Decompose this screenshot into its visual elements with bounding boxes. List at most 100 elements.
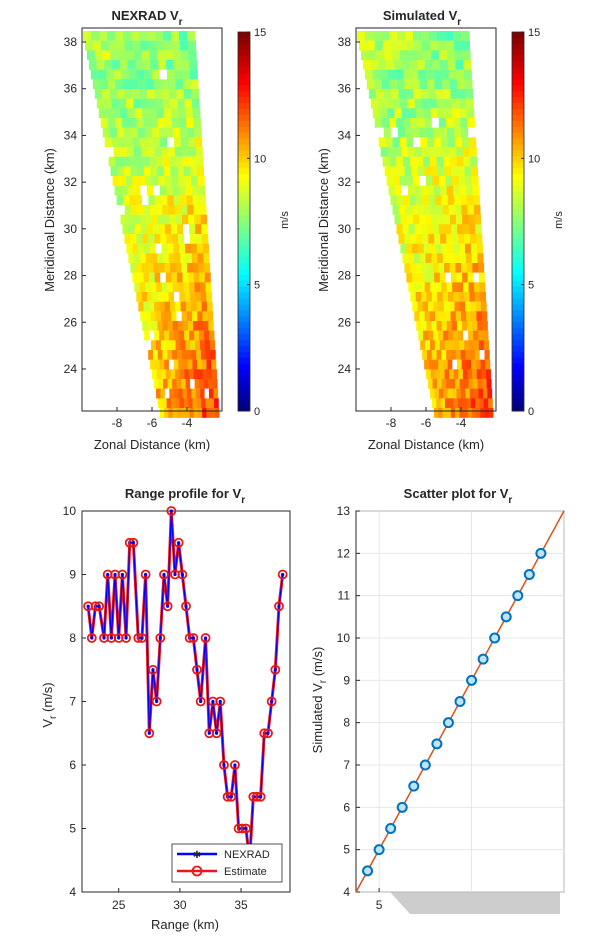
heatmap-cell <box>484 350 490 360</box>
colorbar-segment <box>238 79 250 86</box>
heatmap-cell <box>116 127 125 138</box>
heatmap-cell <box>423 205 431 215</box>
heatmap-cell <box>400 98 408 109</box>
colorbar-segment <box>238 49 250 57</box>
heatmap-cell <box>187 127 195 138</box>
heatmap-cell <box>201 234 209 244</box>
heatmap-cell <box>174 69 183 80</box>
y-tick-label: 8 <box>69 631 76 645</box>
heatmap-cell <box>464 166 472 177</box>
heatmap-cell <box>480 359 486 370</box>
heatmap-cell <box>142 321 148 331</box>
heatmap-cell <box>165 272 172 283</box>
heatmap-cell <box>204 330 210 341</box>
heatmap-cell <box>154 301 160 312</box>
heatmap-cell <box>145 253 152 264</box>
heatmap-cell <box>191 89 200 99</box>
heatmap-cell <box>442 359 449 370</box>
heatmap-cell <box>420 340 426 351</box>
heatmap-cell <box>416 234 423 244</box>
heatmap-cell <box>142 156 150 167</box>
heatmap-cell <box>195 340 201 351</box>
colorbar-segment <box>238 328 250 335</box>
heatmap-cell <box>161 243 168 254</box>
heatmap-cell <box>188 398 193 409</box>
y-tick-label: 30 <box>338 222 352 236</box>
estimate-point <box>181 601 191 612</box>
heatmap-cell <box>450 379 456 389</box>
y-tick-label: 24 <box>338 362 352 376</box>
heatmap-cell <box>434 272 441 283</box>
heatmap-cell <box>143 166 151 177</box>
heatmap-cell <box>107 118 116 128</box>
heatmap-cell <box>104 137 113 148</box>
heatmap-cell <box>415 50 424 61</box>
heatmap-cell <box>402 156 411 167</box>
heatmap-cell <box>425 127 434 138</box>
heatmap-cell <box>164 330 170 341</box>
heatmap-cell <box>434 408 439 418</box>
colorbar-segment <box>512 393 524 400</box>
heatmap-cell <box>444 369 450 380</box>
heatmap-cell <box>452 282 459 293</box>
heatmap-cell <box>434 137 442 148</box>
heatmap-cell <box>486 379 492 389</box>
heatmap-cell <box>182 214 189 225</box>
estimate-point <box>211 728 222 739</box>
heatmap-cell <box>132 137 140 148</box>
heatmap-cell <box>169 388 175 399</box>
heatmap-cell <box>160 137 168 148</box>
estimate-point <box>195 696 206 707</box>
colorbar-tick-label: 10 <box>254 153 266 165</box>
heatmap-cell <box>183 224 190 235</box>
heatmap-cell <box>133 185 141 196</box>
heatmap-cell <box>408 282 415 293</box>
heatmap-cell <box>186 350 192 360</box>
colorbar-segment <box>238 357 250 365</box>
heatmap-cell <box>164 40 173 51</box>
heatmap-cell <box>455 311 462 322</box>
heatmap-cell <box>432 176 440 186</box>
colorbar-segment <box>238 85 250 92</box>
heatmap-cell <box>458 369 464 380</box>
colorbar-segment <box>238 156 250 163</box>
heatmap-cell <box>431 214 439 225</box>
heatmap-cell <box>196 398 202 409</box>
heatmap-cell <box>429 31 438 41</box>
heatmap-cell <box>159 330 165 341</box>
heatmap-cell <box>438 388 444 399</box>
heatmap-cell <box>468 330 474 341</box>
heatmap-cell <box>487 388 493 399</box>
heatmap-cell <box>157 350 163 360</box>
heatmap-cell <box>459 108 468 119</box>
nexrad-point <box>259 795 263 799</box>
heatmap-cell <box>149 205 157 215</box>
heatmap-cell <box>467 205 475 215</box>
heatmap-cell <box>441 379 447 389</box>
heatmap-cell <box>380 69 389 80</box>
heatmap-cell <box>119 176 127 186</box>
heatmap-cell <box>452 108 460 119</box>
heatmap-cell <box>173 388 179 399</box>
colorbar-segment <box>512 79 524 86</box>
heatmap-cell <box>132 243 139 254</box>
heatmap-cell <box>102 89 111 99</box>
heatmap-cell <box>152 350 159 360</box>
nexrad-point <box>162 572 166 577</box>
heatmap-cell <box>432 127 441 138</box>
heatmap-cell <box>366 79 375 90</box>
legend-box <box>171 843 283 883</box>
heatmap-cell <box>192 311 198 322</box>
nexrad-point <box>106 572 110 577</box>
heatmap-cell <box>187 205 194 215</box>
heatmap-cell <box>181 205 188 215</box>
heatmap-cell <box>418 127 427 138</box>
heatmap-cell <box>169 89 177 99</box>
heatmap-cell <box>415 292 422 302</box>
heatmap-cell <box>185 301 192 312</box>
heatmap-cell <box>474 350 481 360</box>
heatmap-cell <box>435 89 444 99</box>
heatmap-cell <box>409 60 418 70</box>
heatmap-cell <box>196 350 202 360</box>
heatmap-cell <box>465 89 474 99</box>
